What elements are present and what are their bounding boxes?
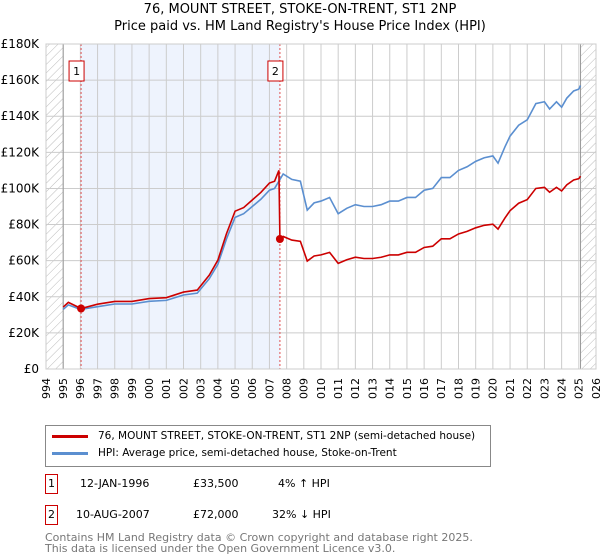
y-tick-label: £0 bbox=[24, 362, 39, 376]
property-price-line bbox=[62, 170, 582, 310]
x-tick-label: 1999 bbox=[126, 378, 139, 400]
x-tick-label: 2007 bbox=[263, 378, 276, 400]
legend-label-property: 76, MOUNT STREET, STOKE-ON-TRENT, ST1 2N… bbox=[98, 430, 476, 442]
x-tick-label: 1996 bbox=[74, 378, 87, 400]
sale-point bbox=[275, 235, 284, 243]
plot-border bbox=[45, 43, 597, 370]
x-tick-label: 2015 bbox=[401, 378, 414, 400]
x-tick-label: 2005 bbox=[229, 378, 242, 400]
chart-subtitle: Price paid vs. HM Land Registry's House … bbox=[114, 19, 486, 34]
y-tick-label: £60K bbox=[8, 254, 40, 268]
x-tick-label: 2016 bbox=[418, 378, 431, 400]
x-tick-label: 2009 bbox=[298, 378, 311, 400]
x-tick-label: 2023 bbox=[538, 378, 551, 400]
x-tick-label: 1994 bbox=[40, 378, 53, 400]
hpi-line bbox=[62, 85, 582, 311]
transaction-date: 10-AUG-2007 bbox=[76, 508, 150, 521]
x-tick-label: 2013 bbox=[366, 378, 379, 400]
x-tick-label: 2017 bbox=[435, 378, 448, 400]
hatched-region-end bbox=[580, 44, 596, 369]
y-tick-label: £180K bbox=[1, 37, 41, 51]
y-tick-label: £100K bbox=[1, 181, 41, 195]
transaction-hpi: 4% ↑ HPI bbox=[278, 477, 330, 490]
legend-swatch-hpi bbox=[52, 451, 88, 455]
x-tick-label: 2021 bbox=[504, 378, 517, 400]
transaction-price: £72,000 bbox=[193, 508, 239, 521]
chart-title: 76, MOUNT STREET, STOKE-ON-TRENT, ST1 2N… bbox=[143, 2, 457, 17]
transaction-row: 2 10-AUG-2007 £72,000 32% ↓ HPI bbox=[45, 505, 445, 525]
transaction-badge: 1 bbox=[45, 474, 58, 494]
annotation-label: 2 bbox=[272, 65, 279, 78]
y-tick-label: £20K bbox=[8, 326, 40, 340]
x-tick-label: 2002 bbox=[177, 378, 190, 400]
x-tick-label: 2024 bbox=[555, 378, 568, 400]
x-tick-label: 1995 bbox=[57, 378, 70, 400]
legend-swatch-property bbox=[52, 434, 88, 438]
x-tick-label: 2003 bbox=[195, 378, 208, 400]
y-tick-label: £160K bbox=[1, 73, 41, 87]
hatched-region-start bbox=[46, 44, 64, 369]
annotation-box bbox=[267, 60, 284, 82]
legend: 76, MOUNT STREET, STOKE-ON-TRENT, ST1 2N… bbox=[45, 425, 491, 467]
x-tick-label: 2008 bbox=[280, 378, 293, 400]
x-tick-label: 2012 bbox=[349, 378, 362, 400]
x-tick-label: 2011 bbox=[332, 378, 345, 400]
x-tick-label: 2019 bbox=[470, 378, 483, 400]
x-tick-label: 2022 bbox=[521, 378, 534, 400]
x-tick-label: 2026 bbox=[590, 378, 600, 400]
x-tick-label: 2004 bbox=[212, 378, 225, 400]
legend-label-hpi: HPI: Average price, semi-detached house,… bbox=[98, 447, 397, 459]
y-tick-label: £140K bbox=[1, 109, 41, 123]
x-tick-label: 2025 bbox=[573, 378, 586, 400]
annotation-box bbox=[68, 60, 85, 82]
x-tick-label: 2006 bbox=[246, 378, 259, 400]
transaction-date: 12-JAN-1996 bbox=[80, 477, 150, 490]
x-tick-label: 1998 bbox=[109, 378, 122, 400]
x-tick-label: 2020 bbox=[487, 378, 500, 400]
y-tick-label: £40K bbox=[8, 290, 40, 304]
x-tick-label: 1997 bbox=[91, 378, 104, 400]
transaction-badge: 2 bbox=[45, 505, 58, 525]
x-tick-label: 2000 bbox=[143, 378, 156, 400]
transaction-hpi: 32% ↓ HPI bbox=[272, 508, 331, 521]
footer-copyright: Contains HM Land Registry data © Crown c… bbox=[45, 531, 473, 544]
x-tick-label: 2010 bbox=[315, 378, 328, 400]
sale-point bbox=[77, 304, 86, 313]
shaded-ownership-region bbox=[81, 44, 280, 369]
y-tick-label: £80K bbox=[8, 218, 40, 232]
transaction-price: £33,500 bbox=[193, 477, 239, 490]
y-tick-label: £120K bbox=[1, 145, 41, 159]
x-tick-label: 2014 bbox=[384, 378, 397, 400]
annotation-label: 1 bbox=[73, 65, 80, 78]
price-chart: 1994 1995 1996 1997 1998 1999 2000 2001 2002 2003… bbox=[1, 37, 600, 400]
footer-licence: This data is licensed under the Open Gov… bbox=[45, 542, 396, 555]
x-tick-label: 2001 bbox=[160, 378, 173, 400]
transaction-row: 1 12-JAN-1996 £33,500 4% ↑ HPI bbox=[45, 474, 445, 494]
x-tick-label: 2018 bbox=[452, 378, 465, 400]
